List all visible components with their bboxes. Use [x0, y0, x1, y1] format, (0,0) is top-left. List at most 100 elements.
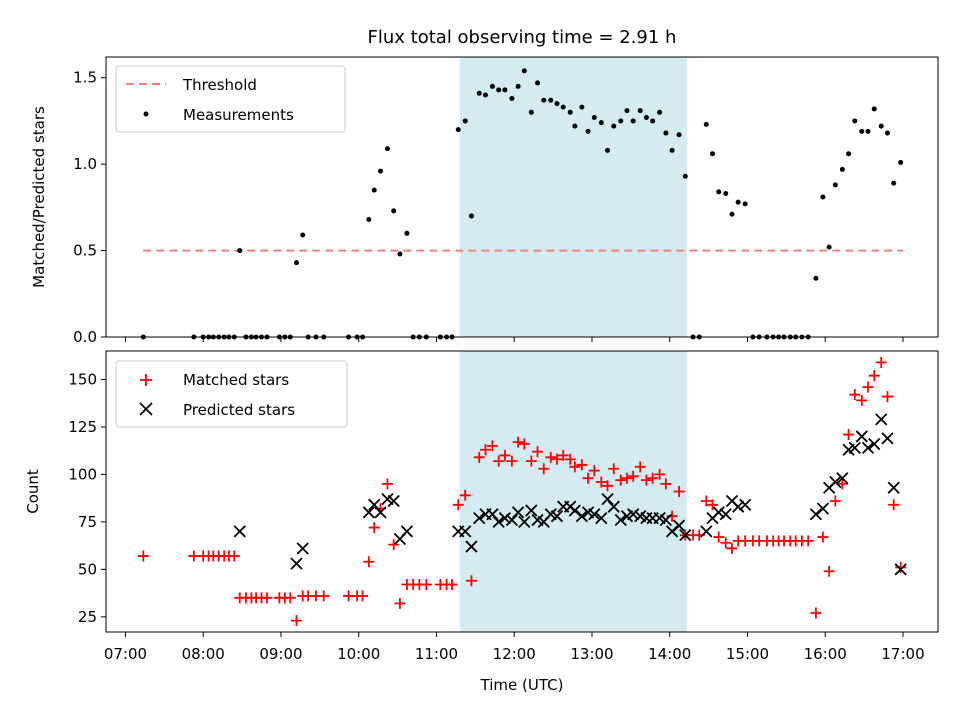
legend-measurements-label: Measurements: [183, 106, 294, 124]
matched-stars-point: [493, 455, 505, 467]
matched-stars-point: [810, 607, 822, 619]
matched-stars-point: [817, 531, 829, 543]
count-points: [137, 356, 907, 627]
ratio-x-ticks: [124, 337, 904, 342]
predicted-stars-point: [400, 525, 414, 538]
matched-stars-point: [137, 550, 149, 562]
matched-stars-point: [261, 592, 273, 604]
matched-stars-point: [459, 489, 471, 501]
matched-stars-point: [588, 465, 600, 477]
matched-stars-point: [895, 561, 907, 573]
matched-stars-point: [538, 463, 550, 475]
predicted-stars-point: [868, 437, 881, 451]
predicted-stars-point: [368, 498, 381, 511]
measurement-point: [541, 97, 547, 103]
ratio-y-axis-label: Matched/Predicted stars: [30, 106, 48, 288]
measurement-point: [676, 132, 682, 138]
ratio-panel-frame: [105, 56, 939, 338]
matched-stars-point: [532, 446, 544, 458]
measurement-point: [735, 199, 741, 205]
measurement-point: [455, 127, 461, 133]
observing-time-span: [459, 57, 687, 337]
x-tick-label: 07:00: [104, 645, 147, 663]
matched-stars-point: [647, 472, 659, 484]
measurement-point: [878, 123, 884, 129]
measurement-point: [462, 118, 468, 124]
legend-measurements-swatch: [143, 111, 149, 117]
predicted-stars-point: [575, 510, 589, 523]
predicted-stars-point: [296, 542, 309, 555]
measurement-point: [826, 244, 832, 250]
legend-matched-label: Matched stars: [183, 371, 289, 389]
measurement-point: [476, 90, 482, 96]
predicted-stars-point: [518, 515, 531, 529]
predicted-stars-point: [290, 557, 303, 570]
x-tick-label: 08:00: [182, 645, 225, 663]
predicted-stars-point: [387, 494, 400, 508]
matched-stars-point: [557, 449, 569, 461]
measurement-point: [669, 147, 675, 153]
matched-stars-point: [452, 499, 464, 511]
matched-stars-point: [602, 480, 614, 492]
predicted-stars-point: [829, 475, 842, 489]
measurement-point: [548, 97, 554, 103]
legend-matched-swatch: [140, 374, 152, 386]
count-legend-box: [115, 360, 348, 428]
matched-stars-point: [363, 556, 375, 568]
measurement-point: [591, 114, 597, 120]
predicted-stars-point: [505, 513, 519, 527]
matched-stars-point: [569, 461, 581, 473]
matched-stars-point: [700, 495, 712, 507]
measurement-point: [898, 159, 904, 165]
predicted-stars-point: [659, 513, 672, 527]
predicted-stars-point: [614, 513, 627, 527]
measurement-point: [567, 109, 573, 115]
measurement-point: [813, 275, 819, 281]
measurement-point: [846, 151, 852, 157]
chart-title: Flux total observing time = 2.91 h: [368, 27, 677, 48]
measurement-point: [482, 92, 488, 98]
x-tick-label: 09:00: [259, 645, 302, 663]
matched-stars-point: [368, 522, 380, 534]
measurement-point: [891, 180, 897, 186]
predicted-stars-point: [672, 519, 686, 532]
y-tick-label: 150: [68, 370, 97, 388]
predicted-stars-point: [861, 441, 875, 454]
y-tick-label: 50: [78, 560, 97, 578]
ratio-legend: Threshold Measurements: [115, 65, 346, 133]
predicted-stars-point: [511, 506, 525, 519]
observing-time-span-lower: [459, 351, 687, 632]
predicted-stars-point: [588, 508, 601, 521]
predicted-stars-point: [881, 432, 894, 445]
x-tick-label: 17:00: [881, 645, 924, 663]
measurement-point: [859, 128, 865, 134]
predicted-stars-point: [486, 508, 499, 521]
matched-stars-point: [318, 590, 330, 602]
measurement-point: [528, 109, 534, 115]
measurement-point: [884, 130, 890, 136]
measurement-point: [560, 104, 566, 110]
matched-stars-point: [465, 575, 477, 587]
measurement-point: [509, 95, 515, 101]
measurement-point: [611, 123, 617, 129]
predicted-stars-point: [233, 525, 246, 538]
predicted-stars-point: [887, 481, 900, 494]
matched-stars-point: [720, 537, 732, 549]
x-axis-label: Time (UTC): [480, 676, 564, 694]
matched-stars-point: [615, 474, 627, 486]
measurement-point: [729, 211, 735, 217]
predicted-stars-point: [665, 525, 679, 538]
measurement-point: [468, 213, 474, 219]
matched-stars-point: [621, 472, 633, 484]
matched-stars-point: [875, 356, 887, 368]
matched-stars-point: [713, 531, 725, 543]
measurement-point: [682, 173, 688, 179]
matched-stars-point: [888, 499, 900, 511]
measurement-point: [294, 260, 300, 266]
predicted-stars-point: [679, 529, 692, 542]
measurement-point: [391, 208, 397, 214]
measurement-point: [723, 191, 729, 197]
measurement-point: [237, 248, 243, 254]
count-x-ticks: 07:00 08:00 09:00 10:00 11:00 12:00 13:00 14:00…: [104, 632, 925, 663]
predicted-stars-point: [465, 540, 478, 553]
